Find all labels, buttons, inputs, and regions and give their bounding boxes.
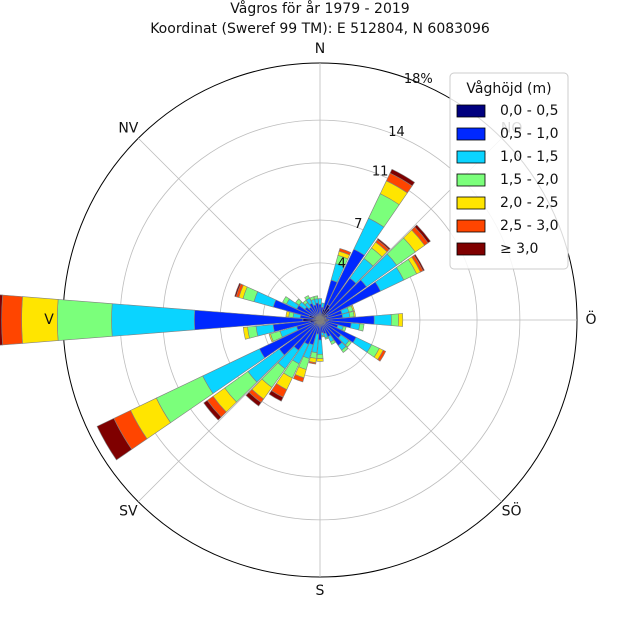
bar-sector-300-bin-3 bbox=[282, 296, 290, 305]
bar-sector-0-bin-2 bbox=[317, 298, 323, 305]
direction-label: Ö bbox=[585, 310, 596, 328]
bar-sector-70-bin-4 bbox=[350, 304, 355, 312]
bar-sector-220-bin-6 bbox=[245, 391, 262, 407]
bar-sector-190-bin-5 bbox=[308, 361, 317, 365]
bar-sector-30-bin-6 bbox=[389, 168, 416, 187]
legend-label: 2,0 - 2,5 bbox=[500, 195, 558, 211]
bar-sector-290-bin-6 bbox=[234, 282, 242, 298]
radial-tick-label: 4 bbox=[338, 257, 346, 272]
bar-sector-40-bin-6 bbox=[376, 238, 391, 251]
bar-sector-150-bin-3 bbox=[330, 339, 336, 345]
bar-sector-350-bin-3 bbox=[313, 295, 319, 300]
bar-sector-270-bin-6 bbox=[0, 294, 3, 346]
radial-tick-label: 11 bbox=[372, 164, 389, 179]
legend-label: 1,5 - 2,0 bbox=[500, 172, 558, 188]
bar-sector-90-bin-3 bbox=[390, 313, 399, 327]
bar-sector-310-bin-3 bbox=[295, 298, 303, 306]
direction-label: V bbox=[44, 312, 54, 328]
legend-swatch bbox=[456, 219, 486, 233]
bar-sector-120-bin-5 bbox=[377, 349, 387, 362]
direction-label: N bbox=[315, 41, 325, 57]
direction-label: S bbox=[316, 583, 325, 599]
bar-sector-140-bin-3 bbox=[341, 346, 349, 353]
direction-label: NV bbox=[118, 120, 138, 136]
bar-sector-80-bin-4 bbox=[352, 310, 356, 318]
radial-tick-label: 14 bbox=[388, 125, 405, 140]
legend-swatch bbox=[456, 173, 486, 187]
bar-sector-330-bin-3 bbox=[304, 295, 310, 301]
bar-sector-290-bin-2 bbox=[253, 291, 277, 308]
bar-sector-260-bin-4 bbox=[242, 326, 250, 340]
legend-label: ≥ 3,0 bbox=[500, 241, 538, 257]
bar-sector-270-bin-3 bbox=[56, 299, 113, 341]
radial-tick-label: 7 bbox=[354, 217, 362, 232]
bar-sector-210-bin-6 bbox=[268, 390, 284, 402]
bar-sector-240-bin-6 bbox=[96, 417, 133, 461]
chart-subtitle: Koordinat (Sweref 99 TM): E 512804, N 60… bbox=[150, 21, 490, 37]
grid-spoke bbox=[137, 319, 321, 503]
bar-sector-340-bin-3 bbox=[309, 296, 315, 301]
bar-sector-20-bin-5 bbox=[338, 248, 352, 256]
bar-sector-90-bin-4 bbox=[397, 313, 404, 327]
grid-spoke bbox=[319, 319, 503, 503]
bar-sector-170-bin-3 bbox=[321, 334, 325, 338]
axis-labels: NNOÖSÖSSVVNV47111418% bbox=[44, 41, 596, 599]
legend-swatch bbox=[456, 150, 486, 164]
bar-sector-180-bin-4 bbox=[316, 358, 324, 362]
legend-swatch bbox=[456, 104, 486, 118]
legend-title: Våghöjd (m) bbox=[466, 80, 551, 97]
direction-label: SÖ bbox=[502, 502, 522, 520]
bar-sector-230-bin-6 bbox=[203, 400, 222, 421]
bar-sector-50-bin-6 bbox=[414, 224, 431, 244]
bar-sector-280-bin-4 bbox=[285, 311, 290, 318]
bar-sector-250-bin-4 bbox=[268, 333, 274, 343]
bar-sector-90-bin-2 bbox=[373, 314, 392, 326]
grid-spoke bbox=[137, 137, 321, 321]
chart-title: Vågros för år 1979 - 2019 bbox=[230, 0, 409, 17]
radial-tick-label: 18% bbox=[404, 72, 433, 87]
bar-sector-110-bin-3 bbox=[341, 326, 347, 332]
legend-swatch bbox=[456, 242, 486, 256]
bar-sector-180-bin-3 bbox=[316, 353, 324, 359]
legend-swatch bbox=[456, 127, 486, 141]
bar-sector-130-bin-3 bbox=[345, 340, 352, 348]
bar-sector-160-bin-3 bbox=[324, 336, 329, 340]
bar-sector-200-bin-5 bbox=[292, 374, 305, 383]
legend-label: 0,5 - 1,0 bbox=[500, 126, 558, 142]
legend: Våghöjd (m) 0,0 - 0,5 0,5 - 1,0 1,0 - 1,5 1,… bbox=[449, 72, 569, 270]
bar-sector-270-bin-5 bbox=[1, 294, 23, 346]
legend-label: 2,5 - 3,0 bbox=[500, 218, 558, 234]
bar-sector-60-bin-6 bbox=[413, 254, 425, 272]
direction-label: SV bbox=[119, 504, 138, 520]
bar-sector-320-bin-3 bbox=[302, 299, 308, 306]
legend-swatch bbox=[456, 196, 486, 210]
wind-rose-bars bbox=[0, 168, 431, 461]
bar-sector-100-bin-2 bbox=[350, 322, 361, 331]
legend-label: 0,0 - 0,5 bbox=[500, 103, 558, 119]
legend-label: 1,0 - 1,5 bbox=[500, 149, 558, 165]
bar-sector-100-bin-3 bbox=[358, 323, 365, 332]
bar-sector-270-bin-2 bbox=[111, 303, 196, 337]
